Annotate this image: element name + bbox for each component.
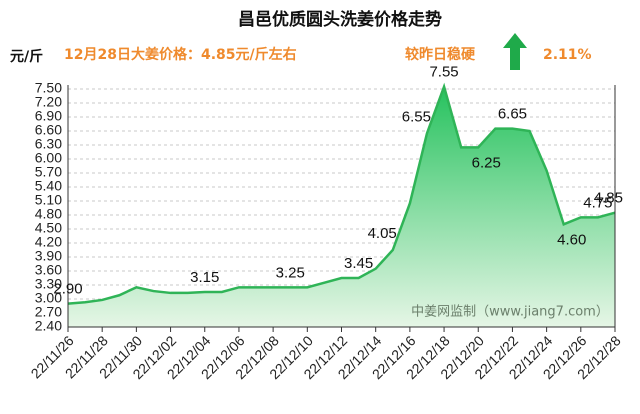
y-tick-label: 6.90: [35, 108, 62, 124]
data-label: 3.15: [190, 269, 219, 286]
data-label: 3.25: [276, 264, 305, 281]
y-tick-label: 7.20: [35, 94, 62, 110]
data-label: 2.90: [53, 281, 82, 298]
subtitle: 12月28日大姜价格：4.85元/斤左右: [64, 46, 297, 63]
y-tick-label: 6.30: [35, 136, 62, 152]
y-tick-label: 4.80: [35, 206, 62, 222]
data-label: 4.85: [594, 190, 623, 207]
y-tick-label: 6.60: [35, 122, 62, 138]
data-label: 7.55: [429, 64, 458, 81]
y-tick-label: 2.70: [35, 304, 62, 320]
data-label: 4.05: [368, 225, 397, 242]
data-label: 4.75: [583, 194, 612, 211]
y-tick-label: 5.70: [35, 164, 62, 180]
data-label: 6.25: [472, 154, 501, 171]
watermark: 中姜网监制（www.jiang7.com）: [411, 305, 609, 320]
y-tick-label: 3.00: [35, 290, 62, 306]
y-tick-label: 4.20: [35, 234, 62, 250]
price-line: [67, 82, 616, 305]
change-text: 较昨日稳硬: [405, 46, 476, 63]
y-tick-label: 3.90: [35, 248, 62, 264]
y-tick-label: 5.40: [35, 178, 62, 194]
data-label: 4.60: [557, 231, 586, 248]
area-fill: [68, 86, 615, 328]
y-tick-label: 6.00: [35, 150, 62, 166]
data-label: 6.65: [498, 106, 527, 123]
up-arrow: [503, 33, 527, 70]
y-tick-label: 4.50: [35, 220, 62, 236]
y-tick-label: 3.30: [35, 276, 62, 292]
change-value: 2.11%: [543, 47, 592, 63]
chart-title: 昌邑优质圆头洗姜价格走势: [238, 9, 442, 30]
y-tick-label: 5.10: [35, 192, 62, 208]
y-tick-label: 3.60: [35, 262, 62, 278]
y-axis-unit: 元/斤: [10, 48, 43, 65]
y-tick-label: 2.40: [35, 318, 62, 334]
y-tick-label: 7.50: [35, 80, 62, 96]
data-label: 6.55: [402, 108, 431, 125]
data-label: 3.45: [344, 255, 373, 272]
